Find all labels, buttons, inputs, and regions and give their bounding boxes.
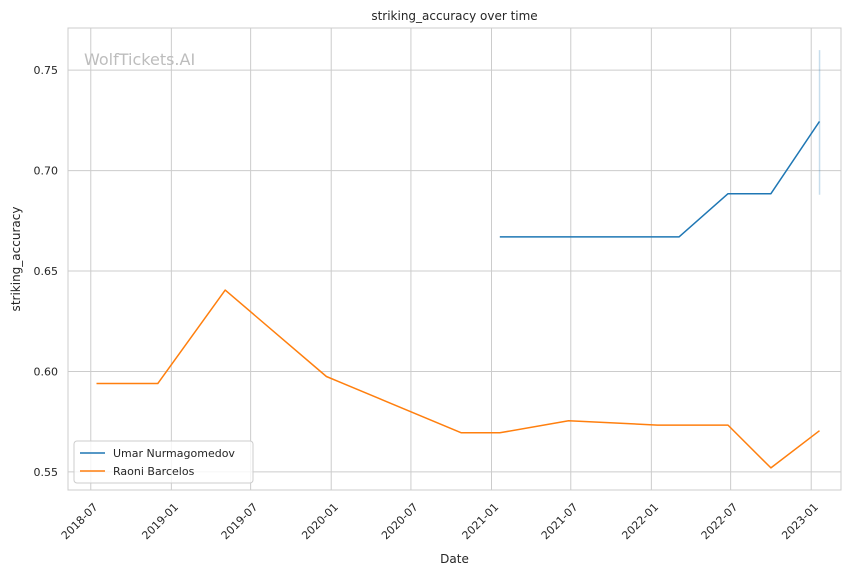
legend-label: Umar Nurmagomedov	[113, 447, 235, 460]
plot-background	[68, 28, 841, 490]
watermark: WolfTickets.AI	[84, 50, 195, 69]
legend-box	[73, 440, 254, 484]
chart-title: striking_accuracy over time	[371, 9, 537, 23]
grid	[68, 28, 841, 490]
x-axis-label: Date	[440, 552, 469, 566]
y-tick-label: 0.55	[34, 466, 59, 479]
y-tick-label: 0.60	[34, 365, 59, 378]
plot-frame	[67, 27, 842, 491]
series-2-line	[96, 289, 820, 469]
plot-area: WolfTickets.AI	[67, 27, 842, 491]
series-layer	[96, 50, 821, 469]
y-tick-label: 0.70	[34, 165, 59, 178]
legend: Umar Nurmagomedov Raoni Barcelos	[73, 440, 254, 484]
y-tick-label: 0.65	[34, 265, 59, 278]
y-tick-label: 0.75	[34, 64, 59, 77]
y-axis: 0.55 0.60 0.65 0.70 0.75	[34, 64, 59, 479]
series-1-line	[499, 120, 821, 238]
legend-label: Raoni Barcelos	[113, 465, 195, 478]
y-axis-label: striking_accuracy	[9, 207, 23, 312]
